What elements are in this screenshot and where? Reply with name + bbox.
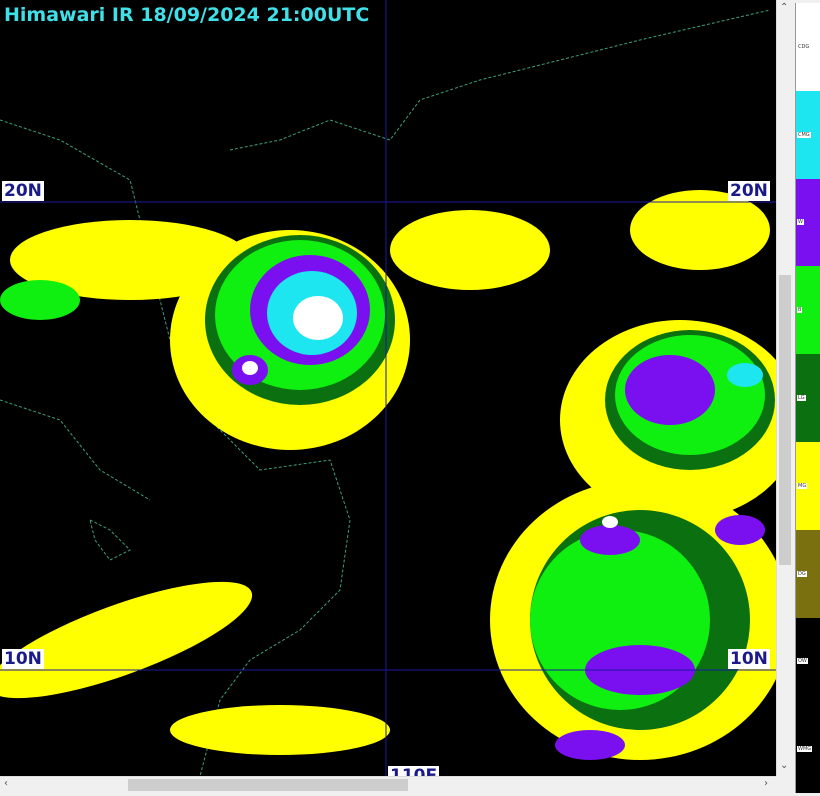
legend-label: CDG xyxy=(797,43,811,50)
label-20n-left: 20N xyxy=(2,181,44,201)
legend-label: B xyxy=(797,307,803,314)
legend-label: W xyxy=(797,219,804,226)
cloud-imagery xyxy=(0,0,776,776)
legend-label: LG xyxy=(797,395,806,402)
scroll-up-icon[interactable]: ⌃ xyxy=(780,2,789,13)
satellite-image: Himawari IR 18/09/2024 21:00UTC 20N 20N … xyxy=(0,0,776,776)
vertical-scrollbar[interactable]: ⌃ ⌄ xyxy=(776,0,793,776)
coastline xyxy=(0,9,771,776)
legend-item: LG xyxy=(796,354,820,442)
label-20n-right: 20N xyxy=(728,181,770,201)
legend-item: MG xyxy=(796,442,820,530)
scroll-left-icon[interactable]: ‹ xyxy=(4,778,8,789)
scroll-right-icon[interactable]: › xyxy=(764,778,768,789)
image-title: Himawari IR 18/09/2024 21:00UTC xyxy=(4,4,370,26)
legend-item: WMG xyxy=(796,705,820,794)
horizontal-scrollbar[interactable]: ‹ › xyxy=(0,776,776,793)
legend-label: MG xyxy=(797,482,808,489)
legend-item: B xyxy=(796,266,820,355)
vertical-scroll-thumb[interactable] xyxy=(779,275,791,565)
label-110e: 110E xyxy=(388,766,440,776)
color-legend: CDG CMG W B LG MG DG OW WMG xyxy=(795,3,820,794)
legend-label: CMG xyxy=(797,131,811,138)
legend-label: OW xyxy=(797,658,808,665)
legend-item: CDG xyxy=(796,3,820,91)
legend-item: CMG xyxy=(796,90,820,179)
horizontal-scroll-thumb[interactable] xyxy=(128,779,408,791)
grid-lines xyxy=(0,0,776,776)
legend-label: WMG xyxy=(797,746,813,753)
cloud-white xyxy=(242,296,618,528)
label-10n-right: 10N xyxy=(728,649,770,669)
scroll-down-icon[interactable]: ⌄ xyxy=(780,760,789,771)
label-10n-left: 10N xyxy=(2,649,44,669)
legend-item: DG xyxy=(796,529,820,618)
legend-label: DG xyxy=(797,570,807,577)
legend-item: OW xyxy=(796,617,820,706)
legend-item: W xyxy=(796,178,820,267)
